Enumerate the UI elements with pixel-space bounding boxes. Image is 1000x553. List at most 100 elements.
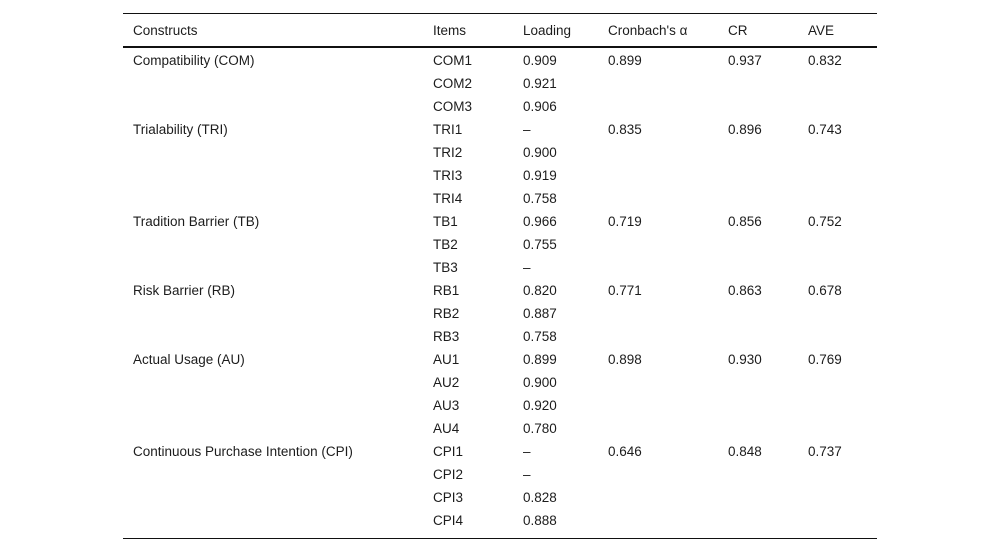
table-row: AU4 0.780 [123, 417, 877, 440]
cell-cr [728, 233, 808, 256]
cell-cr: 0.863 [728, 283, 762, 298]
cell-item: COM3 [433, 99, 473, 114]
cell-ave [808, 325, 877, 348]
cell-loading: – [523, 122, 531, 137]
cell-ave [808, 394, 877, 417]
table-row: TRI4 0.758 [123, 187, 877, 210]
cell-construct: Risk Barrier (RB) [133, 283, 236, 298]
cell-item: CPI3 [433, 490, 464, 505]
cell-loading: 0.755 [523, 237, 557, 252]
cell-loading: – [523, 444, 531, 459]
cell-loading: 0.906 [523, 99, 557, 114]
cell-item: COM1 [433, 53, 473, 68]
cell-ave [808, 509, 877, 539]
cell-construct: Tradition Barrier (TB) [133, 214, 260, 229]
cell-construct [123, 509, 433, 539]
cell-loading: 0.758 [523, 191, 557, 206]
table-row: TB2 0.755 [123, 233, 877, 256]
cell-construct: Compatibility (COM) [133, 53, 255, 68]
cell-loading: 0.900 [523, 375, 557, 390]
cell-loading: 0.828 [523, 490, 557, 505]
cell-construct [123, 95, 433, 118]
header-ave: AVE [808, 13, 877, 48]
cell-loading: 0.900 [523, 145, 557, 160]
cell-cronbach-alpha [608, 486, 728, 509]
cell-loading: 0.899 [523, 352, 557, 367]
cell-cr [728, 417, 808, 440]
cell-item: TRI3 [433, 168, 463, 183]
table-row: COM3 0.906 [123, 95, 877, 118]
table-row: Trialability (TRI) TRI1 – 0.835 0.896 0.743 [123, 118, 877, 141]
table-row: RB2 0.887 [123, 302, 877, 325]
cell-ave [808, 463, 877, 486]
cell-cronbach-alpha [608, 417, 728, 440]
table-row: Compatibility (COM) COM1 0.909 0.899 0.937 0.… [123, 47, 877, 72]
cell-item: CPI1 [433, 444, 464, 459]
table-header-row: Constructs Items Loading Cronbach's α CR… [123, 13, 877, 48]
cell-ave [808, 417, 877, 440]
table-row: COM2 0.921 [123, 72, 877, 95]
cell-cronbach-alpha: 0.899 [608, 53, 642, 68]
cell-ave [808, 256, 877, 279]
table-row: TRI2 0.900 [123, 141, 877, 164]
cell-construct: Continuous Purchase Intention (CPI) [133, 444, 353, 459]
cell-cronbach-alpha [608, 371, 728, 394]
table-row: CPI2 – [123, 463, 877, 486]
cell-ave [808, 72, 877, 95]
cell-construct: Actual Usage (AU) [133, 352, 245, 367]
cell-cr [728, 72, 808, 95]
cell-item: TB3 [433, 260, 458, 275]
cell-cronbach-alpha [608, 72, 728, 95]
cell-item: TRI4 [433, 191, 463, 206]
table-row: Continuous Purchase Intention (CPI) CPI1 –… [123, 440, 877, 463]
cell-item: TB2 [433, 237, 458, 252]
cell-loading: 0.888 [523, 513, 557, 528]
cell-loading: 0.921 [523, 76, 557, 91]
cell-construct [123, 141, 433, 164]
table-row: TB3 – [123, 256, 877, 279]
cell-construct [123, 325, 433, 348]
cell-cronbach-alpha: 0.646 [608, 444, 642, 459]
cell-cr: 0.848 [728, 444, 762, 459]
cell-item: AU4 [433, 421, 460, 436]
table-row: CPI4 0.888 [123, 509, 877, 539]
cell-ave [808, 141, 877, 164]
cell-cr: 0.896 [728, 122, 762, 137]
cell-loading: 0.780 [523, 421, 557, 436]
cell-cr [728, 95, 808, 118]
cell-cr [728, 302, 808, 325]
cell-construct [123, 486, 433, 509]
header-loading: Loading [523, 13, 608, 48]
table-body: Compatibility (COM) COM1 0.909 0.899 0.937 0.… [123, 47, 877, 539]
cell-cr [728, 141, 808, 164]
cell-ave [808, 302, 877, 325]
cell-cronbach-alpha [608, 325, 728, 348]
table-row: AU3 0.920 [123, 394, 877, 417]
cell-loading: – [523, 260, 531, 275]
header-items: Items [433, 13, 523, 48]
cell-construct [123, 164, 433, 187]
cell-construct [123, 72, 433, 95]
cell-loading: 0.909 [523, 53, 557, 68]
cell-cronbach-alpha: 0.898 [608, 352, 642, 367]
header-cronbach-alpha: Cronbach's α [608, 13, 728, 48]
cell-cronbach-alpha [608, 302, 728, 325]
cell-cr [728, 164, 808, 187]
cell-ave [808, 164, 877, 187]
cell-cronbach-alpha [608, 509, 728, 539]
cell-item: RB1 [433, 283, 460, 298]
cell-ave [808, 95, 877, 118]
cell-item: RB3 [433, 329, 460, 344]
cell-cr [728, 325, 808, 348]
table-row: RB3 0.758 [123, 325, 877, 348]
cell-cronbach-alpha [608, 95, 728, 118]
cell-construct [123, 256, 433, 279]
header-constructs: Constructs [123, 13, 433, 48]
cell-loading: – [523, 467, 531, 482]
cell-item: COM2 [433, 76, 473, 91]
cell-cr: 0.856 [728, 214, 762, 229]
cell-cronbach-alpha [608, 256, 728, 279]
cell-item: TRI2 [433, 145, 463, 160]
cell-ave: 0.752 [808, 214, 842, 229]
cell-ave: 0.737 [808, 444, 842, 459]
